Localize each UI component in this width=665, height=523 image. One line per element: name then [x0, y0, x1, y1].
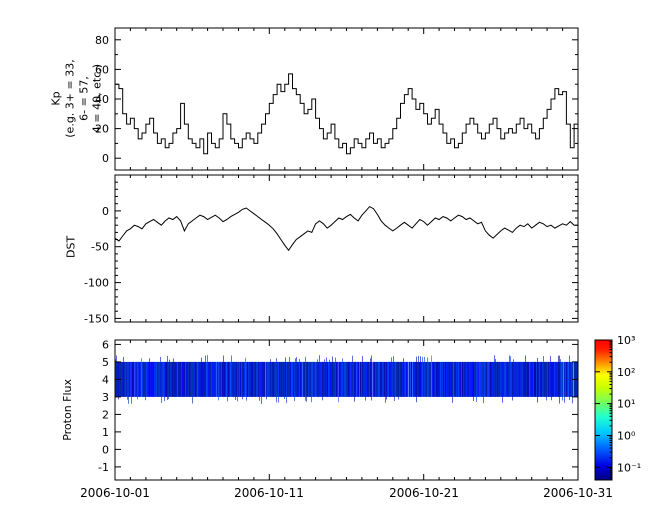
proton-flux-ytick-label: 6 [102, 338, 109, 351]
dst-ytick-label: 0 [102, 205, 109, 218]
dst-axis-label: DST [64, 235, 78, 258]
kp-series-line [115, 73, 578, 155]
proton-flux-ytick-label: -1 [98, 461, 109, 474]
proton-flux-ytick-label: 2 [102, 408, 109, 421]
colorbar: 10³ 10² 10¹ 10⁰ 10⁻¹ [594, 334, 641, 481]
kp-axis-label: Kp (e.g. 3+ = 33, 6- = 57, 4 = 40, etc.) [49, 59, 104, 138]
proton-flux-panel: -1 0 1 2 3 4 5 6 [98, 338, 579, 481]
colorbar-tick-label: 10³ [617, 334, 635, 347]
dst-ytick-label: -100 [84, 277, 109, 290]
proton-flux-band [115, 355, 579, 404]
proton-flux-frame [114, 339, 579, 481]
colorbar-gradient [594, 339, 613, 481]
kp-panel: 0 20 40 60 80 [95, 27, 579, 171]
kp-ytick-label: 20 [95, 123, 109, 136]
x-tick-label-2: 2006-10-11 [234, 486, 304, 500]
kp-ytick-label: 60 [95, 63, 109, 76]
proton-flux-ytick-label: 0 [102, 443, 109, 456]
dst-panel: 0 -50 -100 -150 [84, 174, 579, 325]
proton-flux-ytick-label: 5 [102, 356, 109, 369]
dst-ytick-label: -150 [84, 312, 109, 325]
colorbar-tick-label: 10¹ [617, 398, 635, 411]
colorbar-tick-label: 10⁰ [617, 430, 636, 443]
proton-flux-ytick-label: 4 [102, 373, 109, 386]
kp-ytick-label: 80 [95, 34, 109, 47]
colorbar-tick-label: 10⁻¹ [617, 461, 641, 474]
x-tick-label-1: 2006-10-01 [80, 486, 150, 500]
colorbar-tick-label: 10² [617, 366, 635, 379]
x-tick-label-4: 2006-10-31 [543, 486, 613, 500]
proton-flux-ytick-label: 1 [102, 426, 109, 439]
proton-flux-axis-label: Proton Flux [61, 378, 75, 441]
kp-ytick-label: 40 [95, 93, 109, 106]
dst-ytick-label: -50 [91, 241, 109, 254]
proton-flux-ytick-label: 3 [102, 391, 109, 404]
dst-series-line [114, 205, 578, 252]
x-tick-label-3: 2006-10-21 [389, 486, 459, 500]
kp-ytick-label: 0 [102, 152, 109, 165]
dst-frame [114, 174, 579, 323]
